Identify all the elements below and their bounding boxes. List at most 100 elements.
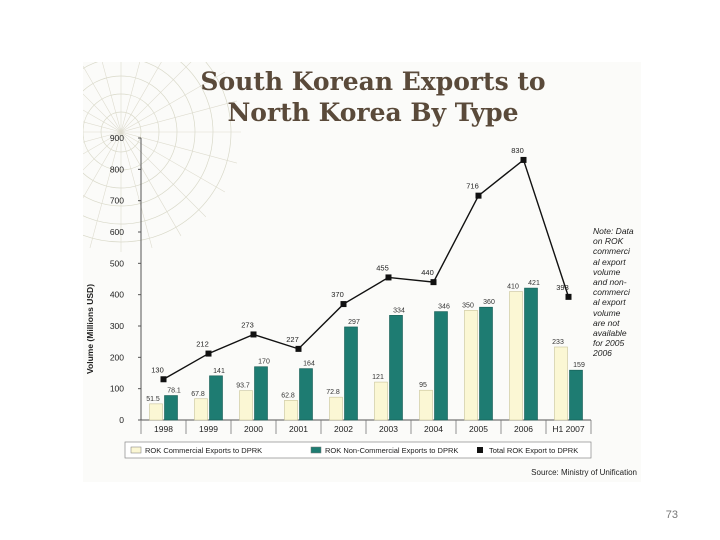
y-tick-label: 200	[110, 352, 124, 362]
non-commercial-data-label: 170	[258, 359, 270, 366]
commercial-data-label: 233	[552, 339, 564, 346]
commercial-data-label: 95	[419, 382, 427, 389]
note-line: commerci	[593, 287, 630, 298]
legend-swatch	[310, 446, 322, 454]
legend-label: Total ROK Export to DPRK	[489, 446, 578, 455]
total-point	[160, 376, 167, 383]
y-tick-label: 900	[110, 133, 124, 143]
commercial-bar	[464, 310, 478, 421]
y-tick-label: 500	[110, 258, 124, 268]
commercial-data-label: 51.5	[146, 396, 160, 403]
globe-decoration	[83, 62, 241, 252]
chart-title-line-1: South Korean Exports to	[200, 67, 546, 96]
non-commercial-data-label: 360	[483, 299, 495, 306]
x-tick-label: 2000	[244, 424, 263, 434]
globe-meridian	[83, 93, 207, 218]
chart-canvas: 0 100 200 300 400 500 600 700 800 900 Volume (Mil…	[83, 62, 592, 459]
total-data-label: 227	[286, 335, 299, 344]
total-data-label: 393	[556, 283, 569, 292]
total-data-label: 830	[511, 146, 524, 155]
x-tick-label: 1999	[199, 424, 218, 434]
note-line: al export	[593, 256, 626, 267]
commercial-data-label: 72.8	[326, 389, 340, 396]
chart-title-line-2: North Korea By Type	[227, 98, 519, 127]
commercial-bar	[509, 291, 523, 421]
commercial-data-label: 67.8	[191, 391, 205, 398]
commercial-bar	[284, 400, 298, 421]
non-commercial-data-label: 78.1	[167, 388, 181, 395]
y-tick-label: 300	[110, 321, 124, 331]
non-commercial-bar	[524, 287, 538, 421]
total-point	[430, 279, 437, 286]
y-tick-label: 100	[110, 384, 124, 394]
total-point	[205, 350, 212, 357]
non-commercial-data-label: 297	[348, 319, 360, 326]
commercial-data-label: 62.8	[281, 392, 295, 399]
non-commercial-bar	[434, 311, 448, 421]
non-commercial-bar	[254, 366, 268, 421]
note-line: are not	[593, 317, 620, 328]
y-axis-label: Volume (Millions USD)	[85, 284, 95, 374]
non-commercial-data-label: 141	[213, 368, 225, 375]
legend-box	[124, 441, 592, 459]
x-tick-label: 2002	[334, 424, 353, 434]
data-note: Note: Data on ROK commerci al export vol…	[593, 226, 641, 359]
non-commercial-data-label: 421	[528, 280, 540, 287]
commercial-data-label: 121	[372, 374, 384, 381]
page-number: 73	[665, 509, 678, 521]
note-line: volume	[593, 266, 621, 277]
commercial-bar	[194, 398, 208, 421]
legend: ROK Commercial Exports to DPRK ROK Non-Co…	[124, 441, 592, 459]
legend-swatch	[130, 446, 142, 454]
note-line: Note: Data	[593, 226, 634, 236]
x-tick-label: 2003	[379, 424, 398, 434]
note-line: al export	[593, 297, 626, 308]
non-commercial-bar	[344, 326, 358, 421]
y-tick-label: 700	[110, 196, 124, 206]
x-tick-label: 2006	[514, 424, 533, 434]
non-commercial-bar	[299, 368, 313, 421]
non-commercial-bar	[209, 375, 223, 421]
non-commercial-bar	[479, 306, 493, 421]
note-line: for 2005	[593, 338, 625, 349]
commercial-data-label: 93.7	[236, 383, 250, 390]
chart-slide: 0 100 200 300 400 500 600 700 800 900 Volume (Mil…	[83, 62, 641, 482]
note-line: volume	[593, 307, 621, 318]
legend-label: ROK Non-Commercial Exports to DPRK	[325, 446, 458, 455]
total-data-label: 212	[196, 340, 209, 349]
total-point	[340, 301, 347, 308]
total-point	[250, 331, 257, 338]
non-commercial-bar	[569, 369, 583, 421]
total-point	[295, 345, 302, 352]
non-commercial-data-label: 346	[438, 304, 450, 311]
commercial-bar	[554, 346, 568, 421]
x-tick-label: 2005	[469, 424, 488, 434]
source-note: Source: Ministry of Unification	[531, 468, 637, 477]
total-data-label: 370	[331, 290, 344, 299]
commercial-bar	[329, 396, 343, 421]
non-commercial-bar	[164, 395, 178, 421]
note-line: and non-	[593, 277, 627, 288]
commercial-data-label: 410	[507, 284, 519, 291]
note-line: on ROK	[593, 236, 624, 247]
total-point	[520, 156, 527, 163]
commercial-data-label: 350	[462, 302, 474, 309]
total-data-label: 273	[241, 320, 254, 329]
x-tick-label: 1998	[154, 424, 173, 434]
total-data-label: 716	[466, 182, 479, 191]
globe-meridian	[83, 62, 192, 171]
x-tick-label: 2004	[424, 424, 443, 434]
non-commercial-data-label: 164	[303, 361, 315, 368]
legend-label: ROK Commercial Exports to DPRK	[145, 446, 262, 455]
x-tick-label: H1 2007	[552, 424, 584, 434]
total-data-label: 455	[376, 263, 389, 272]
globe-meridian	[83, 100, 237, 143]
commercial-bar	[374, 381, 388, 421]
total-point	[475, 192, 482, 199]
non-commercial-data-label: 159	[573, 362, 585, 369]
commercial-bar	[239, 390, 253, 421]
note-line: 2006	[593, 348, 612, 359]
legend-marker	[477, 447, 483, 453]
total-series-line	[163, 158, 570, 380]
commercial-bar	[419, 389, 433, 421]
